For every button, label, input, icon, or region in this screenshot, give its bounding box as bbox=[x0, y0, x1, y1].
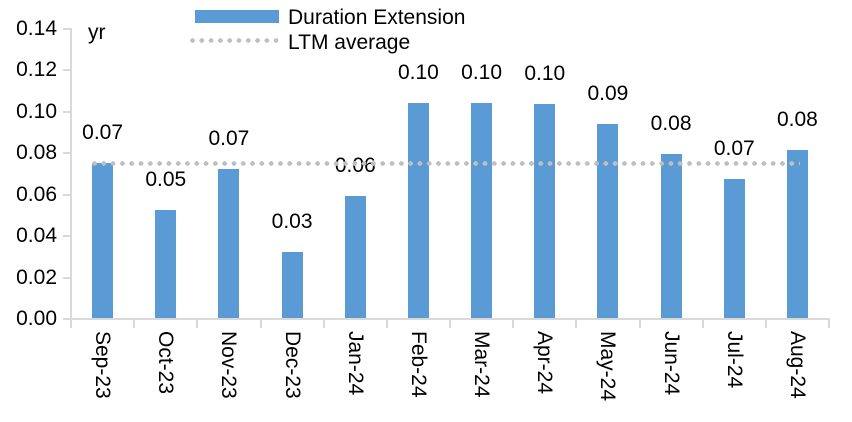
x-axis-tick bbox=[638, 320, 641, 328]
x-axis-tick bbox=[575, 320, 578, 328]
bar-Nov-23 bbox=[218, 168, 240, 318]
data-label-Feb-24: 0.10 bbox=[394, 61, 442, 84]
bar-Dec-23 bbox=[281, 251, 303, 318]
y-axis-tick-label: 0.02 bbox=[16, 265, 57, 289]
legend-dotted-line-swatch bbox=[190, 38, 278, 43]
x-axis-line bbox=[70, 318, 830, 320]
ltm-average-line bbox=[91, 161, 801, 167]
data-label-Oct-23: 0.05 bbox=[142, 169, 190, 192]
x-axis-tick bbox=[385, 320, 388, 328]
y-axis-unit-label: yr bbox=[88, 21, 106, 44]
x-axis-label-May-24: May-24 bbox=[596, 331, 620, 402]
x-axis-tick bbox=[259, 320, 262, 328]
x-axis-label-Mar-24: Mar-24 bbox=[470, 331, 494, 398]
y-axis-tick bbox=[63, 152, 70, 155]
x-axis-tick bbox=[322, 320, 325, 328]
y-axis-tick bbox=[63, 318, 70, 320]
x-axis-label-Jul-24: Jul-24 bbox=[722, 331, 746, 389]
x-axis-tick bbox=[828, 320, 830, 328]
bar-Jul-24 bbox=[723, 179, 745, 318]
data-label-Aug-24: 0.08 bbox=[773, 109, 821, 132]
x-axis-tick bbox=[764, 320, 767, 328]
bar-Sep-23 bbox=[92, 162, 114, 318]
x-axis-label-Sep-23: Sep-23 bbox=[91, 331, 115, 399]
data-label-Jun-24: 0.08 bbox=[647, 113, 695, 136]
y-axis-tick-label: 0.14 bbox=[16, 17, 57, 40]
data-label-Mar-24: 0.10 bbox=[458, 61, 506, 84]
x-axis-tick bbox=[70, 320, 72, 328]
x-axis-label-Oct-23: Oct-23 bbox=[154, 331, 178, 395]
x-axis-tick bbox=[133, 320, 136, 328]
legend-bar-swatch bbox=[195, 10, 279, 23]
y-axis-tick bbox=[63, 110, 70, 113]
y-axis-tick bbox=[63, 28, 70, 30]
x-axis-label-Jan-24: Jan-24 bbox=[343, 331, 367, 396]
y-axis-tick-label: 0.10 bbox=[16, 99, 57, 123]
data-label-May-24: 0.09 bbox=[584, 83, 632, 106]
y-axis-line bbox=[70, 28, 72, 320]
x-axis-tick bbox=[449, 320, 451, 328]
x-axis-label-Dec-23: Dec-23 bbox=[280, 331, 304, 399]
y-axis-tick bbox=[63, 69, 70, 72]
x-axis-label-Feb-24: Feb-24 bbox=[406, 331, 430, 398]
y-axis-tick-label: 0.08 bbox=[16, 141, 57, 165]
x-axis-tick bbox=[701, 320, 704, 328]
y-axis-tick bbox=[63, 235, 70, 238]
bar-May-24 bbox=[597, 124, 619, 318]
data-label-Nov-23: 0.07 bbox=[205, 127, 253, 150]
bar-Aug-24 bbox=[786, 150, 808, 318]
data-label-Apr-24: 0.10 bbox=[521, 62, 569, 85]
y-axis-tick-label: 0.06 bbox=[16, 182, 57, 206]
y-axis-tick-label: 0.00 bbox=[16, 307, 57, 330]
y-axis-tick-label: 0.04 bbox=[16, 224, 57, 248]
data-label-Dec-23: 0.03 bbox=[268, 210, 316, 233]
y-axis-tick bbox=[63, 276, 70, 279]
x-axis-tick bbox=[512, 320, 515, 328]
x-axis-label-Jun-24: Jun-24 bbox=[659, 331, 683, 396]
bar-Feb-24 bbox=[407, 102, 429, 318]
legend-label-ltm-average: LTM average bbox=[288, 31, 411, 54]
x-axis-label-Nov-23: Nov-23 bbox=[217, 331, 241, 399]
data-label-Jul-24: 0.07 bbox=[710, 138, 758, 161]
bar-Oct-23 bbox=[155, 210, 177, 318]
legend-label-duration-extension: Duration Extension bbox=[288, 6, 466, 29]
bar-Mar-24 bbox=[471, 102, 493, 318]
bar-Apr-24 bbox=[534, 103, 556, 318]
y-axis-tick bbox=[63, 193, 70, 196]
bar-Jan-24 bbox=[344, 195, 366, 318]
data-label-Sep-23: 0.07 bbox=[79, 121, 127, 144]
x-axis-label-Aug-24: Aug-24 bbox=[785, 331, 809, 399]
x-axis-tick bbox=[196, 320, 199, 328]
bar-Jun-24 bbox=[660, 154, 682, 318]
y-axis-tick-label: 0.12 bbox=[16, 58, 57, 82]
x-axis-label-Apr-24: Apr-24 bbox=[533, 331, 557, 395]
